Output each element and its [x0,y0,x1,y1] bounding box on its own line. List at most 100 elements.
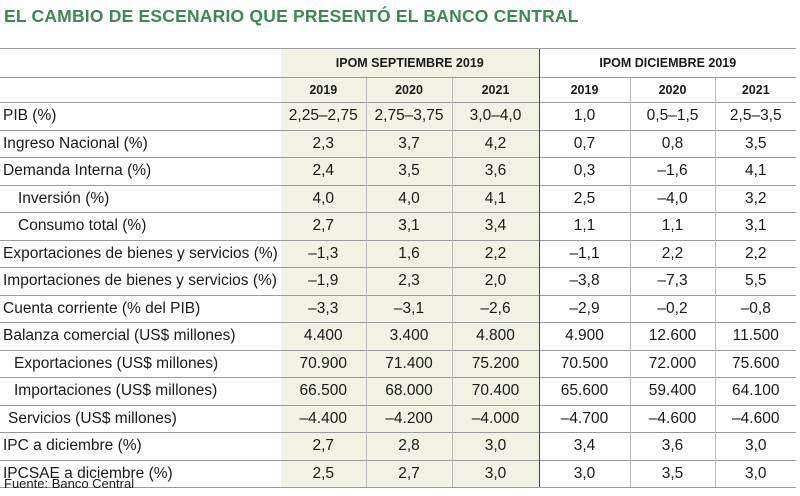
table-cell: 4,0 [281,184,366,213]
group-header-septiembre: IPOM SEPTIEMBRE 2019 [281,48,540,78]
table-cell: 4,1 [451,184,540,213]
table-cell: 70.900 [281,349,366,378]
table-cell: 2,7 [281,432,366,460]
row-label: Inversión (%) [0,184,281,213]
table-cell: 1,0 [538,102,631,130]
table-cell: 3,4 [451,212,540,240]
table-row: Inversión (%) 4,0 4,0 4,1 2,5 –4,0 3,2 [0,184,797,213]
table-cell: 3,5 [365,157,452,185]
year-header: 2019 [538,77,631,103]
year-header: 2021 [714,77,797,103]
table-row: Balanza comercial (US$ millones) 4.400 3.4… [0,322,797,350]
row-label: Exportaciones de bienes y servicios (%) [0,239,281,268]
table-cell: 2,25–2,75 [281,102,366,130]
table-cell: 75.200 [451,349,540,378]
table-cell: –0,2 [629,294,716,323]
row-label: Ingreso Nacional (%) [0,129,281,158]
table-cell: 1,1 [629,212,716,240]
table-row: PIB (%) 2,25–2,75 2,75–3,75 3,0–4,0 1,0 0,5–1… [0,102,797,130]
table-cell: 3,5 [714,129,797,158]
forecast-table: IPOM SEPTIEMBRE 2019 IPOM DICIEMBRE 2019… [0,48,797,488]
table-cell: –3,8 [538,267,631,295]
table-cell: –3,3 [281,294,366,323]
table-row: Cuenta corriente (% del PIB) –3,3 –3,1 –2,6… [0,294,797,323]
table-cell: 2,2 [629,239,716,268]
table-cell: 0,8 [629,129,716,158]
table-cell: 1,1 [538,212,631,240]
table-cell: 3,5 [629,459,716,488]
table-cell: –1,9 [281,267,366,295]
table-row: Demanda Interna (%) 2,4 3,5 3,6 0,3 –1,6 4,1 [0,157,797,185]
table-cell: 2,4 [281,157,366,185]
table-row: Exportaciones (US$ millones) 70.900 71.400… [0,349,797,378]
table-cell: 3,7 [365,129,452,158]
table-cell: 2,5–3,5 [714,102,797,130]
table-cell: 2,2 [451,239,540,268]
table-cell: 12.600 [629,322,716,350]
table-cell: 59.400 [629,377,716,405]
table-cell: –2,6 [451,294,540,323]
table-cell: 65.600 [538,377,631,405]
table-cell: 3,0–4,0 [451,102,540,130]
row-label: IPC a diciembre (%) [0,432,281,460]
table-cell: –2,9 [538,294,631,323]
table-cell: –1,6 [629,157,716,185]
table-cell: –4,0 [629,184,716,213]
row-label: Servicios (US$ millones) [0,404,281,433]
table-cell: 4,1 [714,157,797,185]
group-header-diciembre: IPOM DICIEMBRE 2019 [538,48,797,78]
table-cell: 2,3 [365,267,452,295]
chart-title: EL CAMBIO DE ESCENARIO QUE PRESENTÓ EL B… [4,6,579,26]
table-cell: 0,7 [538,129,631,158]
year-header-row: 2019 2020 2021 2019 2020 2021 [0,77,797,103]
table-row: Importaciones de bienes y servicios (%) –… [0,267,797,295]
table-cell: 3,0 [714,459,797,488]
row-label: Importaciones de bienes y servicios (%) [0,267,281,295]
table-cell: –3,1 [365,294,452,323]
table-cell: 2,2 [714,239,797,268]
row-label: Importaciones (US$ millones) [0,377,281,405]
table-cell: 3,0 [538,459,631,488]
table-cell: –4.700 [538,404,631,433]
table-cell: 2,3 [281,129,366,158]
table-cell: 1,6 [365,239,452,268]
table-cell: 3.400 [365,322,452,350]
year-header: 2020 [365,77,452,103]
table-cell: 4,2 [451,129,540,158]
row-label: Demanda Interna (%) [0,157,281,185]
table-cell: –4.000 [451,404,540,433]
table-cell: 2,75–3,75 [365,102,452,130]
table-cell: 3,6 [451,157,540,185]
table-row: Consumo total (%) 2,7 3,1 3,4 1,1 1,1 3,1 [0,212,797,240]
table-cell: –4.600 [629,404,716,433]
table-cell: –4.600 [714,404,797,433]
table-cell: 3,1 [714,212,797,240]
table-cell: –1,3 [281,239,366,268]
group-header-row: IPOM SEPTIEMBRE 2019 IPOM DICIEMBRE 2019 [0,48,797,78]
table-cell: 4.900 [538,322,631,350]
table-cell: 2,7 [281,212,366,240]
table-row: IPC a diciembre (%) 2,7 2,8 3,0 3,4 3,6 3,0 [0,432,797,460]
table-row: Ingreso Nacional (%) 2,3 3,7 4,2 0,7 0,8 3,5 [0,129,797,158]
table-row: IPCSAE a diciembre (%) 2,5 2,7 3,0 3,0 3,5 3,0 [0,459,797,488]
table-cell: –0,8 [714,294,797,323]
table-cell: 3,6 [629,432,716,460]
row-label: PIB (%) [0,102,281,130]
row-label: Balanza comercial (US$ millones) [0,322,281,350]
table-cell: 71.400 [365,349,452,378]
table-cell: –4.200 [365,404,452,433]
table-cell: 3,0 [714,432,797,460]
table-cell: 2,5 [538,184,631,213]
table-row: Exportaciones de bienes y servicios (%) –… [0,239,797,268]
table-row: Servicios (US$ millones) –4.400 –4.200 –4.0… [0,404,797,433]
table-cell: –4.400 [281,404,366,433]
header-blank [0,48,281,78]
header-blank [0,77,281,103]
table-cell: 2,8 [365,432,452,460]
table-cell: 64.100 [714,377,797,405]
table-cell: 2,0 [451,267,540,295]
table-cell: 2,5 [281,459,366,488]
table-cell: 66.500 [281,377,366,405]
table-row: Importaciones (US$ millones) 66.500 68.000… [0,377,797,405]
table-cell: 0,5–1,5 [629,102,716,130]
